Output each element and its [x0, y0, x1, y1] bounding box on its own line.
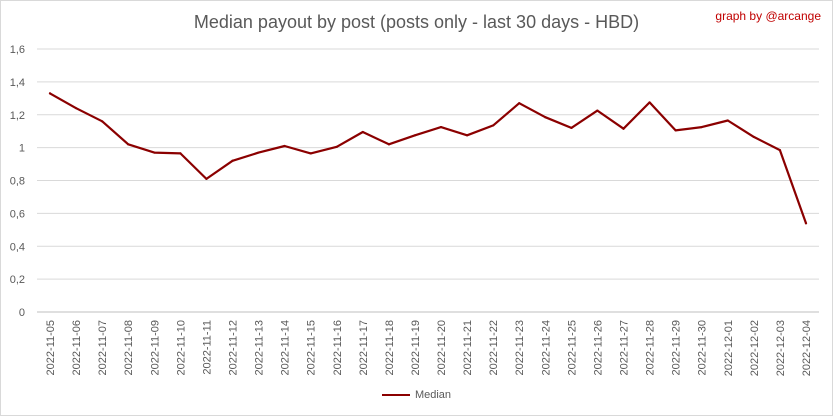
x-tick-label: 2022-11-24: [540, 320, 552, 375]
x-tick-label: 2022-11-22: [488, 320, 500, 375]
x-tick-label: 2022-11-05: [45, 320, 57, 375]
x-tick-label: 2022-12-01: [723, 320, 735, 376]
data-point: [544, 116, 547, 119]
data-point: [518, 102, 521, 105]
data-point: [283, 144, 286, 148]
x-tick-label: 2022-11-08: [123, 320, 135, 375]
legend-label: Median: [414, 389, 452, 401]
chart-title: Median payout by post (posts only - last…: [193, 12, 640, 32]
legend-swatch: [381, 394, 410, 396]
y-tick-label: 0,8: [10, 176, 25, 188]
data-point: [752, 135, 755, 139]
x-tick-label: 2022-11-26: [592, 320, 604, 375]
data-point: [309, 152, 312, 155]
x-tick-label: 2022-11-30: [697, 320, 709, 375]
data-point: [439, 125, 443, 129]
x-tick-label: 2022-12-04: [801, 320, 813, 376]
x-tick-label: 2022-11-17: [358, 320, 370, 375]
x-tick-label: 2022-11-16: [332, 320, 344, 375]
x-tick-label: 2022-11-18: [384, 320, 396, 375]
data-point: [361, 130, 364, 134]
y-tick-label: 1: [19, 143, 25, 155]
x-tick-label: 2022-12-03: [775, 320, 787, 376]
y-tick-label: 0,2: [10, 274, 25, 286]
x-tick-label: 2022-11-29: [671, 320, 683, 375]
data-point: [75, 107, 78, 110]
x-tick-label: 2022-12-02: [749, 320, 761, 376]
data-point: [622, 127, 625, 130]
x-tick-label: 2022-11-28: [645, 320, 657, 375]
data-point: [387, 143, 390, 146]
data-point: [648, 101, 651, 104]
data-point: [570, 126, 573, 129]
x-tick-label: 2022-11-07: [97, 320, 109, 375]
x-tick-label: 2022-11-06: [71, 320, 83, 375]
y-tick-label: 0,6: [10, 208, 25, 220]
x-tick-label: 2022-11-21: [462, 320, 474, 375]
x-tick-label: 2022-11-25: [566, 320, 578, 375]
data-point: [674, 129, 677, 132]
data-point: [205, 177, 208, 180]
y-tick-label: 1,4: [10, 77, 25, 89]
data-point: [335, 145, 338, 148]
x-tick-label: 2022-11-23: [514, 320, 526, 375]
x-tick-label: 2022-11-15: [306, 320, 318, 375]
x-tick-label: 2022-11-09: [149, 320, 161, 375]
data-point: [257, 151, 260, 154]
data-point: [778, 148, 782, 152]
legend: Median: [0, 389, 833, 401]
x-tick-label: 2022-11-11: [201, 320, 213, 375]
x-tick-label: 2022-11-27: [619, 320, 631, 375]
data-point: [466, 134, 469, 137]
data-point: [48, 92, 52, 95]
data-point: [726, 119, 729, 122]
credit-label: graph by @arcange: [715, 9, 821, 23]
data-point: [231, 159, 234, 162]
x-tick-label: 2022-11-10: [175, 320, 187, 375]
x-tick-label: 2022-11-19: [410, 320, 422, 375]
x-tick-label: 2022-11-20: [436, 320, 448, 375]
x-tick-label: 2022-11-12: [228, 320, 240, 375]
data-point: [179, 152, 182, 155]
series-line-median: [48, 92, 808, 225]
y-tick-label: 0,4: [10, 241, 25, 253]
data-point: [153, 151, 156, 154]
data-point: [492, 124, 495, 127]
data-point: [127, 143, 130, 146]
data-point: [804, 222, 808, 225]
y-tick-label: 1,6: [10, 44, 25, 56]
data-point: [700, 125, 703, 129]
y-tick-label: 1,2: [10, 110, 25, 122]
data-point: [596, 109, 599, 112]
data-point: [101, 120, 104, 123]
y-tick-label: 0: [19, 307, 25, 319]
data-point: [413, 134, 417, 137]
x-tick-label: 2022-11-13: [254, 320, 266, 375]
x-tick-label: 2022-11-14: [280, 320, 292, 375]
